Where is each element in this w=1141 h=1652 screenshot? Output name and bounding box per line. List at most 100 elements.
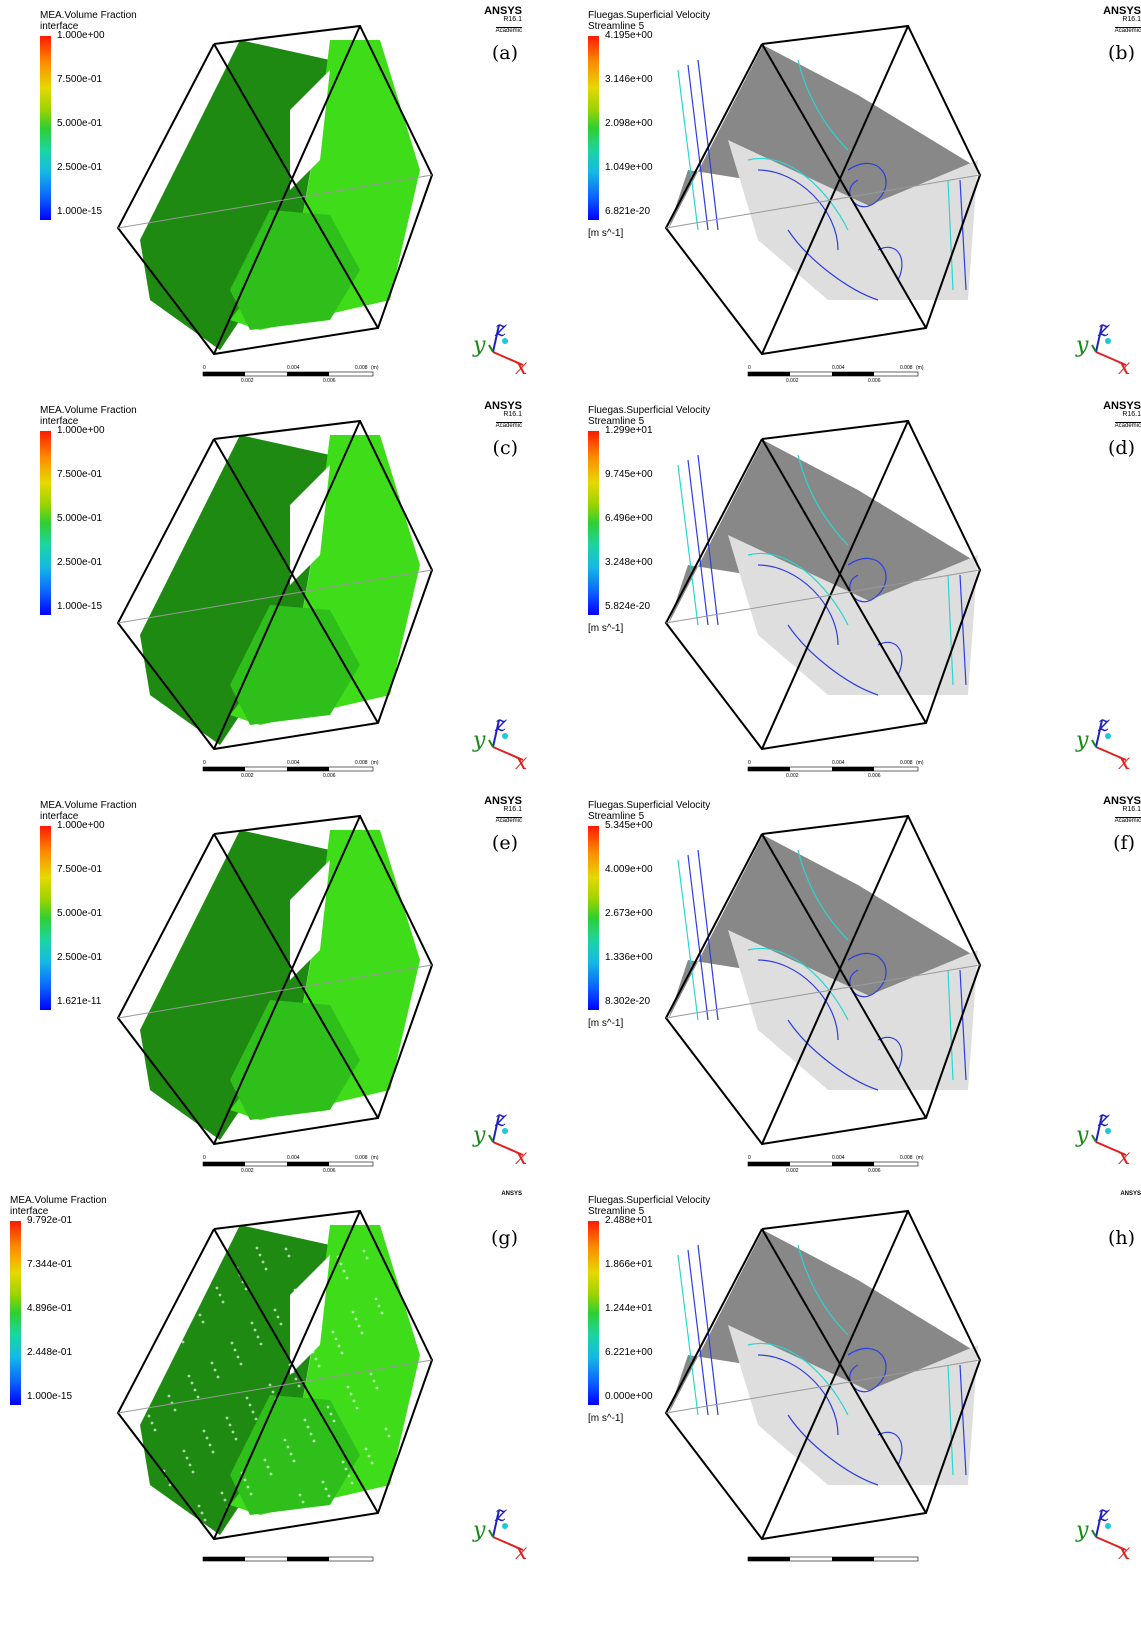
surface-pore — [213, 1368, 217, 1372]
scale-bar-label: 0.006 — [323, 773, 336, 779]
domain-wireframe — [664, 1209, 982, 1541]
ansys-license: Academic — [1114, 817, 1141, 824]
surface-pore — [283, 1438, 287, 1442]
axis-y-label: y — [472, 1518, 486, 1543]
surface-pore — [342, 1269, 346, 1273]
color-bar-tick-label: 1.336e+00 — [605, 952, 653, 963]
legend-variable-name: MEA.Volume Fraction — [10, 1195, 107, 1206]
surface-pore — [253, 1328, 257, 1332]
render-viewport: x yz 0 0.004 0.008 (m) 0.002 0.006 — [116, 419, 528, 779]
surface-pore — [140, 1291, 144, 1295]
streamline — [947, 179, 954, 291]
surface-pore — [180, 1251, 184, 1255]
surface-pore — [248, 1403, 252, 1407]
render-viewport: x yz 0 0.004 0.008 (m) 0.002 0.006 — [664, 814, 1131, 1174]
wireframe-hidden-edge — [117, 569, 433, 624]
scale-bar-label: 0.008 — [900, 365, 913, 371]
render-viewport: x yz 0 0.004 0.008 (m) 0.002 0.006 — [664, 419, 1131, 779]
color-bar-tick-label: 5.000e-01 — [57, 908, 103, 919]
wireframe-diagonal — [761, 43, 927, 329]
surface-pore — [177, 1244, 181, 1248]
axis-y-arrow — [488, 344, 494, 353]
surface-pore — [163, 1278, 167, 1282]
surface-pore — [326, 1405, 330, 1409]
scale-bar-segment — [748, 1162, 790, 1166]
scale-bar-label: 0.004 — [832, 1155, 845, 1161]
surface-pore — [261, 1260, 265, 1264]
surface-pore — [293, 1288, 297, 1292]
panel-label: (h) — [1107, 1227, 1135, 1249]
color-bar-tick-label: 2.098e+00 — [605, 118, 653, 129]
streamline — [677, 69, 699, 231]
surface-pore — [245, 1396, 249, 1400]
surface-pore — [269, 1472, 273, 1476]
streamline — [847, 1347, 887, 1393]
streamline — [687, 854, 709, 1021]
color-bar-tick-label: 3.248e+00 — [605, 557, 653, 568]
ansys-license: Academic — [495, 817, 522, 824]
surface-pore — [192, 1299, 196, 1303]
scale-bar: 0 0.004 0.008 (m) 0.002 0.006 — [202, 760, 379, 779]
surface-pore — [190, 1381, 194, 1385]
axis-x-arrow — [492, 1536, 524, 1551]
scale-bar-label: 0.008 — [355, 1155, 368, 1161]
surface-pore — [208, 1443, 212, 1447]
color-bar-unit: [m s^-1] — [588, 1413, 624, 1424]
slice-plane-light — [728, 535, 918, 695]
legend-variable-name: Fluegas.Superficial Velocity — [588, 10, 711, 21]
scale-bar-label: 0.004 — [832, 365, 845, 371]
surface-pore — [182, 1449, 186, 1453]
surface-pore — [153, 1428, 157, 1432]
surface-pore — [292, 1459, 296, 1463]
ansys-vendor: ANSYS — [1120, 1191, 1141, 1197]
streamline — [959, 969, 967, 1081]
interface-surface — [140, 435, 420, 745]
scale-bar-label: (m) — [371, 365, 379, 371]
render-viewport: x yz — [116, 1209, 528, 1565]
scale-bar-segment — [287, 1162, 329, 1166]
render-viewport: x yz 0 0.004 0.008 (m) 0.002 0.006 — [116, 814, 528, 1174]
scale-bar: 0 0.004 0.008 (m) 0.002 0.006 — [747, 1155, 924, 1174]
scale-bar-label: 0.006 — [868, 773, 881, 779]
axis-origin-dot — [502, 1128, 508, 1134]
ansys-vendor: ANSYS — [484, 400, 522, 412]
wireframe-diagonal — [761, 1210, 909, 1540]
color-bar-tick-label: 2.448e-01 — [27, 1347, 73, 1358]
streamline-slices — [668, 1230, 978, 1486]
legend-title: Fluegas.Superficial Velocity Streamline 5 — [588, 10, 710, 32]
scale-bar-label: (m) — [916, 1155, 924, 1161]
axis-x-label: x — [515, 1540, 528, 1565]
panel-label: (c) — [492, 437, 518, 459]
surface-pore — [188, 1463, 192, 1467]
wireframe-diagonal — [213, 43, 379, 329]
surface-pore — [314, 1357, 318, 1361]
surface-pore — [319, 1282, 323, 1286]
axis-z-label: z — [494, 712, 507, 737]
streamline-slices — [668, 835, 978, 1091]
ansys-version: R16.1 — [1122, 806, 1141, 813]
streamline — [757, 169, 839, 251]
surface-pore — [198, 1313, 202, 1317]
legend-variable-name: Fluegas.Superficial Velocity — [588, 800, 711, 811]
color-bar-tick-label: 7.500e-01 — [57, 469, 103, 480]
surface-pore — [304, 1507, 308, 1511]
axis-y-label: y — [1075, 333, 1089, 358]
surface-pore — [324, 1487, 328, 1491]
surface-pore — [360, 1331, 364, 1335]
scale-bar-label: 0.008 — [900, 1155, 913, 1161]
streamline — [747, 947, 849, 1021]
axis-z-arrow — [1095, 719, 1103, 748]
color-bar — [40, 431, 51, 615]
surface-pore — [130, 1441, 134, 1445]
ansys-logo: ANSYS R16.1 Academic — [484, 6, 522, 35]
streamline — [747, 157, 849, 231]
color-bar-tick-label: 7.500e-01 — [57, 864, 103, 875]
axis-y-arrow — [1091, 1529, 1097, 1538]
color-bar-tick-label: 5.000e-01 — [57, 118, 103, 129]
scale-bar-segment — [832, 372, 874, 376]
axis-z-arrow — [1095, 1509, 1103, 1538]
ansys-vendor: ANSYS — [484, 795, 522, 807]
surface-pore — [215, 1286, 219, 1290]
scale-bar-label: 0 — [748, 1155, 751, 1161]
color-bar-unit: [m s^-1] — [588, 228, 624, 239]
